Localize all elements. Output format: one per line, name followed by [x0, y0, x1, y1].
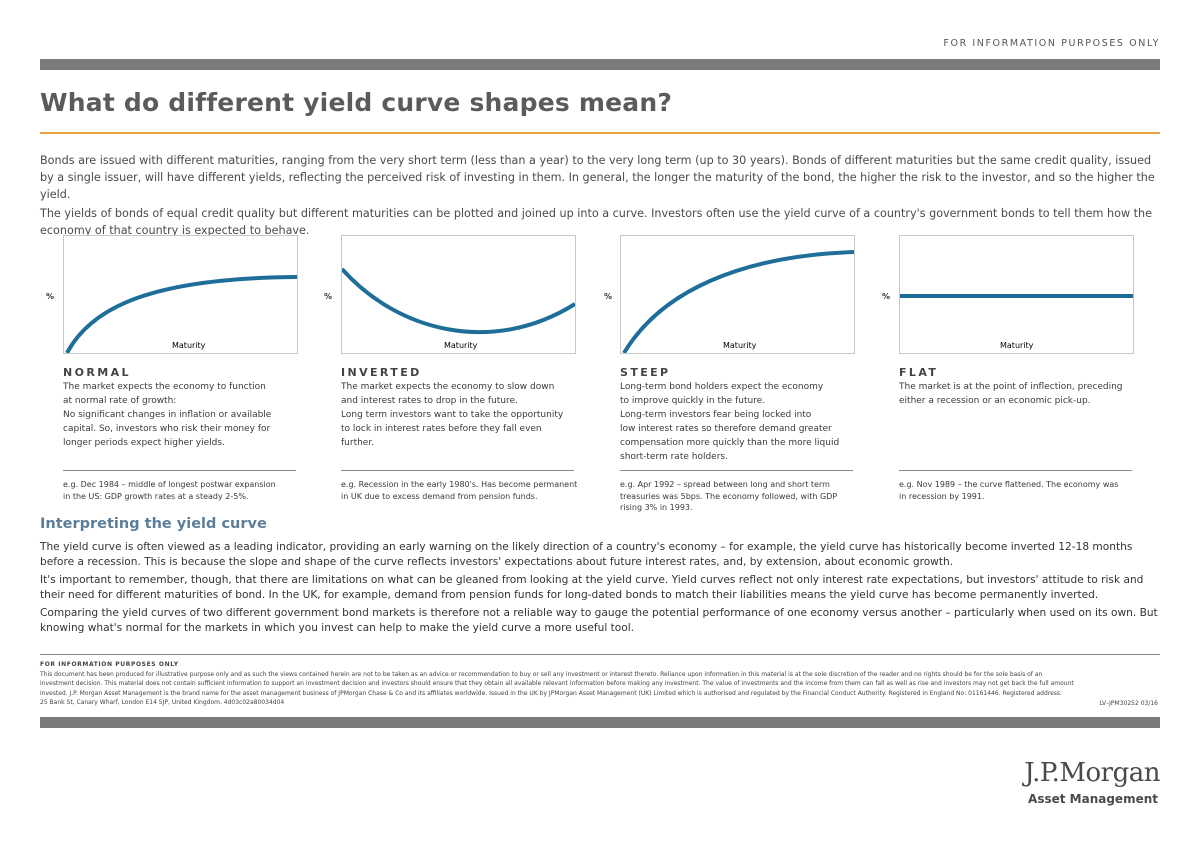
section-title-interpreting: Interpreting the yield curve — [40, 516, 267, 532]
y-axis-label-normal: % — [46, 292, 55, 301]
curve-line-normal — [65, 275, 297, 353]
curve-description: The market expects the economy to functi… — [63, 382, 272, 448]
jpmorgan-logo: J.P.Morgan — [1024, 758, 1160, 788]
example-rule — [620, 470, 853, 471]
curve-section-inverted: INVERTED The market expects the economy … — [341, 366, 577, 450]
y-axis-label-flat: % — [882, 292, 891, 301]
curve-section-flat: FLAT The market is at the point of infle… — [899, 366, 1135, 408]
example-steep: e.g. Apr 1992 – spread between long and … — [620, 480, 838, 512]
curve-title: INVERTED — [341, 366, 422, 379]
chart-inverted: Maturity — [341, 235, 576, 354]
disclaimer-line: This document has been produced for illu… — [40, 670, 1043, 678]
y-axis-label-steep: % — [604, 292, 613, 301]
curve-title: STEEP — [620, 366, 671, 379]
curve-flat: Maturity — [900, 294, 1133, 350]
asset-management-logo-text: Asset Management — [1028, 792, 1158, 806]
example-normal: e.g. Dec 1984 – middle of longest postwa… — [63, 480, 276, 501]
interpreting-paragraph-3: Comparing the yield curves of two differ… — [40, 607, 1158, 634]
curve-line-inverted — [342, 267, 575, 335]
example-rule — [63, 470, 296, 471]
x-axis-label: Maturity — [444, 341, 478, 350]
intro-text: Bonds are issued with different maturiti… — [40, 152, 1160, 241]
document-reference: LV–JPM30252 03/16 — [1099, 700, 1158, 707]
curve-section-normal: NORMAL The market expects the economy to… — [63, 366, 299, 450]
chart-normal: Maturity — [63, 235, 298, 354]
footer-bar — [40, 717, 1160, 728]
interpreting-paragraph-1: The yield curve is often viewed as a lea… — [40, 541, 1133, 568]
top-disclaimer-label: FOR INFORMATION PURPOSES ONLY — [943, 38, 1160, 49]
curve-line-steep — [622, 250, 854, 353]
disclaimer-line: investment decision. This material does … — [40, 680, 1074, 687]
intro-paragraph-2: The yields of bonds of equal credit qual… — [40, 207, 1153, 237]
legal-disclaimer: FOR INFORMATION PURPOSES ONLY This docum… — [40, 660, 1160, 708]
x-axis-label: Maturity — [1000, 341, 1034, 350]
title-rule — [40, 132, 1160, 134]
curve-inverted: Maturity — [342, 267, 575, 350]
curve-section-steep: STEEP Long-term bond holders expect the … — [620, 366, 856, 464]
footer-rule — [40, 654, 1160, 655]
intro-paragraph-1: Bonds are issued with different maturiti… — [40, 154, 1155, 201]
curve-description: Long-term bond holders expect the econom… — [620, 382, 840, 462]
disclaimer-line: 25 Bank St, Canary Wharf, London E14 5JP… — [40, 699, 285, 706]
curve-title: NORMAL — [63, 366, 131, 379]
example-flat: e.g. Nov 1989 – the curve flattened. The… — [899, 480, 1119, 501]
curve-steep: Maturity — [622, 250, 854, 353]
disclaimer-line: invested. J.P. Morgan Asset Management i… — [40, 689, 1063, 697]
x-axis-label: Maturity — [723, 341, 757, 350]
curve-normal: Maturity — [65, 275, 297, 353]
page-title: What do different yield curve shapes mea… — [40, 88, 673, 117]
curve-title: FLAT — [899, 366, 939, 379]
example-inverted: e.g. Recession in the early 1980's. Has … — [341, 480, 578, 501]
curve-description: The market expects the economy to slow d… — [341, 382, 564, 448]
curve-description: The market is at the point of inflection… — [899, 382, 1123, 406]
interpreting-paragraph-2: It's important to remember, though, that… — [40, 574, 1144, 601]
chart-flat: Maturity — [899, 235, 1134, 354]
x-axis-label: Maturity — [172, 341, 206, 350]
interpreting-text: The yield curve is often viewed as a lea… — [40, 540, 1165, 639]
chart-steep: Maturity — [620, 235, 855, 354]
header-bar — [40, 59, 1160, 70]
disclaimer-heading: FOR INFORMATION PURPOSES ONLY — [40, 661, 179, 668]
y-axis-label-inverted: % — [324, 292, 333, 301]
example-rule — [899, 470, 1132, 471]
example-rule — [341, 470, 574, 471]
